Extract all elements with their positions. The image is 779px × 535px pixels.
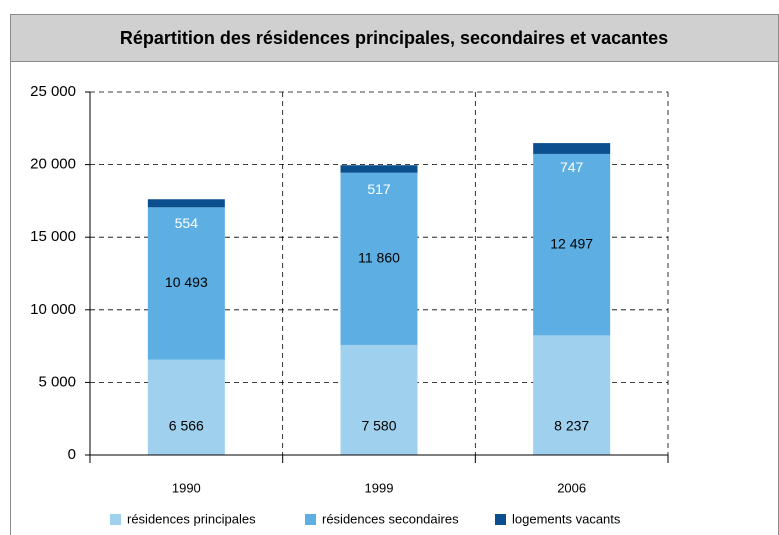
value-label: 517 (367, 181, 391, 197)
y-tick-label: 15 000 (30, 228, 76, 245)
y-tick-label: 5 000 (38, 373, 76, 390)
y-tick-label: 10 000 (30, 301, 76, 318)
bar-segment (533, 143, 611, 154)
value-label: 11 860 (358, 250, 400, 266)
x-tick-label: 2006 (557, 480, 586, 495)
bar-segment (340, 344, 418, 455)
chart-title: Répartition des résidences principales, … (120, 28, 668, 48)
bar-segment (340, 172, 418, 345)
value-label: 554 (175, 215, 199, 231)
legend-label: résidences principales (127, 511, 256, 526)
bar-segment (533, 153, 611, 336)
bar-segment (147, 359, 225, 455)
bar-segment (340, 165, 418, 173)
legend-swatch (305, 514, 316, 525)
x-tick-label: 1990 (172, 480, 201, 495)
bar-segment (147, 199, 225, 208)
y-tick-label: 20 000 (30, 156, 76, 173)
value-label: 6 566 (169, 418, 204, 434)
value-label: 7 580 (361, 418, 396, 434)
value-label: 747 (560, 159, 584, 175)
x-tick-label: 1999 (365, 480, 394, 495)
legend-label: logements vacants (512, 511, 621, 526)
title-bar (10, 14, 779, 62)
legend-swatch (110, 514, 121, 525)
value-label: 8 237 (554, 418, 589, 434)
bar-segment (533, 335, 611, 455)
y-tick-label: 25 000 (30, 83, 76, 100)
y-tick-label: 0 (68, 446, 76, 463)
value-label: 12 497 (550, 235, 593, 251)
value-label: 10 493 (165, 274, 208, 290)
bar-segment (147, 207, 225, 360)
legend-swatch (495, 514, 506, 525)
legend-label: résidences secondaires (322, 511, 459, 526)
